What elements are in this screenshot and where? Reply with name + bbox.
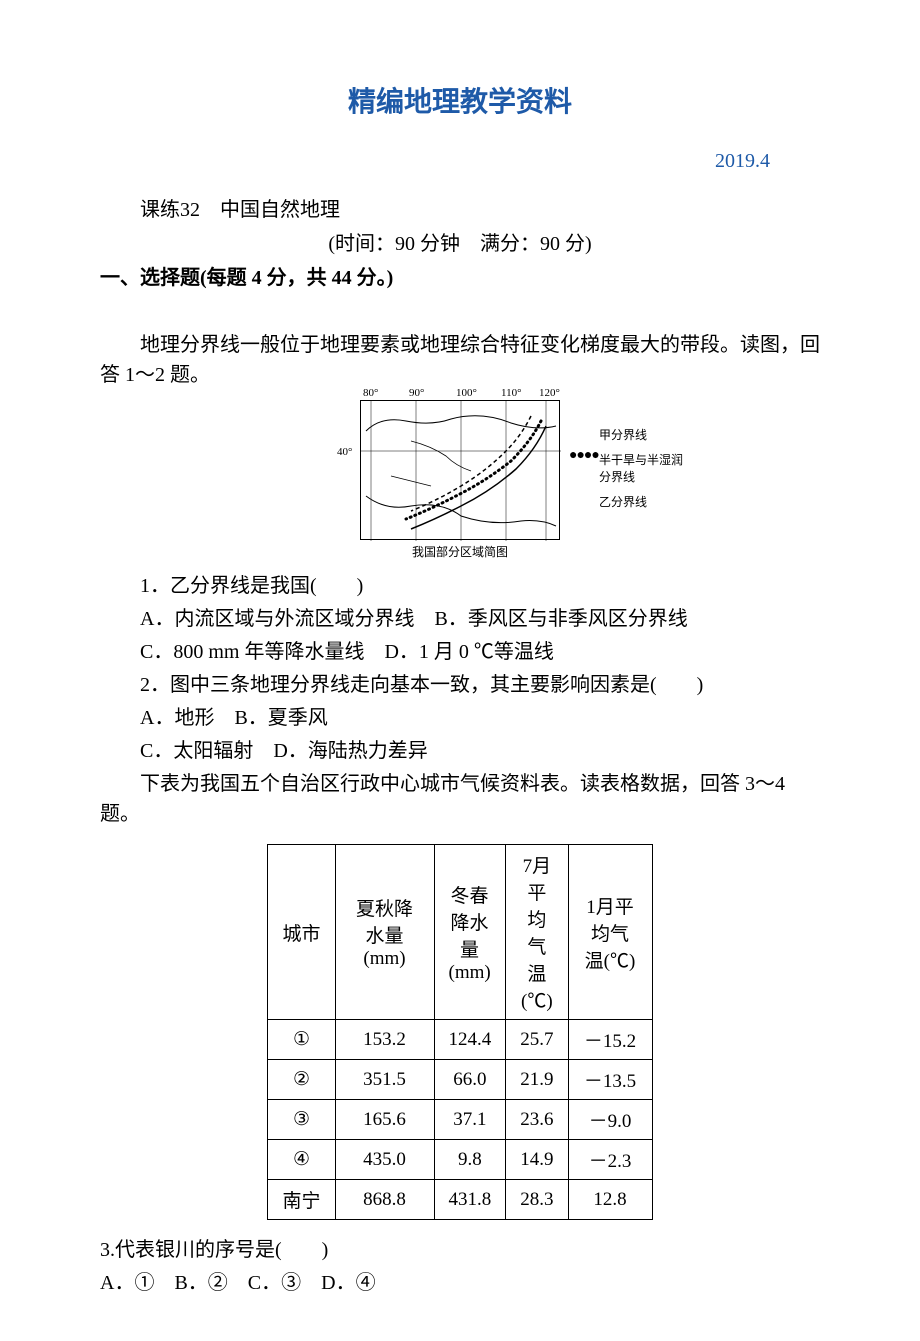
question-text: 1．乙分界线是我国( ) [100,571,820,601]
table-cell: 25.7 [506,1020,568,1060]
date-label: 2019.4 [100,150,820,173]
table-intro: 下表为我国五个自治区行政中心城市气候资料表。读表格数据，回答 3～4 题。 [100,769,820,829]
lon-label: 80° [363,387,378,399]
table-header: 1月平均气温(℃) [568,845,652,1020]
table-cell: ② [268,1060,335,1100]
table-header: 7月平均气温(℃) [506,845,568,1020]
table-cell: 868.8 [335,1180,434,1220]
table-cell: 435.0 [335,1140,434,1180]
table-cell: 431.8 [434,1180,506,1220]
map-box: 80° 90° 100° 110° 120° 40° [360,400,560,540]
lat-label: 40° [337,446,352,458]
table-row: ③ 165.6 37.1 23.6 －9.0 [268,1100,652,1140]
question-text: 2．图中三条地理分界线走向基本一致，其主要影响因素是( ) [100,670,820,700]
table-cell: 37.1 [434,1100,506,1140]
legend-text: 半干旱与半湿润分界线 [599,451,689,485]
time-info: (时间：90 分钟 满分：90 分) [100,227,820,256]
table-cell: 165.6 [335,1100,434,1140]
table-cell: －2.3 [568,1140,652,1180]
legend-text: 乙分界线 [599,493,647,510]
table-cell: 124.4 [434,1020,506,1060]
table-cell: 153.2 [335,1020,434,1060]
question-option: C．800 mm 年等降水量线 D．1 月 0 ℃等温线 [100,637,820,667]
table-cell: ① [268,1020,335,1060]
table-cell: －15.2 [568,1020,652,1060]
map-svg [361,401,561,541]
table-row: 南宁 868.8 431.8 28.3 12.8 [268,1180,652,1220]
lon-label: 120° [539,387,560,399]
table-cell: 21.9 [506,1060,568,1100]
table-cell: 23.6 [506,1100,568,1140]
table-cell: 12.8 [568,1180,652,1220]
map-caption: 我国部分区域简图 [290,543,630,560]
lesson-title: 课练32 中国自然地理 [100,193,820,222]
table-row: ② 351.5 66.0 21.9 －13.5 [268,1060,652,1100]
table-row: ④ 435.0 9.8 14.9 －2.3 [268,1140,652,1180]
question-option: C．太阳辐射 D．海陆热力差异 [100,736,820,766]
table-header: 夏秋降水量(mm) [335,845,434,1020]
page-title: 精编地理教学资料 [100,80,820,120]
table-cell: 14.9 [506,1140,568,1180]
climate-table: 城市 夏秋降水量(mm) 冬春降水量(mm) 7月平均气温(℃) 1月平均气温(… [267,844,652,1220]
table-cell: 351.5 [335,1060,434,1100]
table-cell: 9.8 [434,1140,506,1180]
section-header: 一、选择题(每题 4 分，共 44 分。) [100,261,820,290]
legend-text: 甲分界线 [599,426,647,443]
lon-label: 90° [409,387,424,399]
table-header: 冬春降水量(mm) [434,845,506,1020]
question-option: A．内流区域与外流区域分界线 B．季风区与非季风区分界线 [100,604,820,634]
lon-label: 100° [456,387,477,399]
question-option: A．地形 B．夏季风 [100,703,820,733]
intro-paragraph: 地理分界线一般位于地理要素或地理综合特征变化梯度最大的带段。读图，回答 1～2 … [100,330,820,390]
table-cell: ③ [268,1100,335,1140]
table-cell: ④ [268,1140,335,1180]
question-text: 3.代表银川的序号是( ) [100,1235,820,1265]
table-cell: 66.0 [434,1060,506,1100]
lon-label: 110° [501,387,522,399]
table-cell: 南宁 [268,1180,335,1220]
table-row: ① 153.2 124.4 25.7 －15.2 [268,1020,652,1060]
map-container: 80° 90° 100° 110° 120° 40° [100,400,820,561]
map-legend: 甲分界线 ●●●● 半干旱与半湿润分界线 乙分界线 [569,426,689,518]
table-cell: 28.3 [506,1180,568,1220]
table-cell: －9.0 [568,1100,652,1140]
table-header: 城市 [268,845,335,1020]
table-cell: －13.5 [568,1060,652,1100]
question-option: A．① B．② C．③ D．④ [100,1268,820,1298]
